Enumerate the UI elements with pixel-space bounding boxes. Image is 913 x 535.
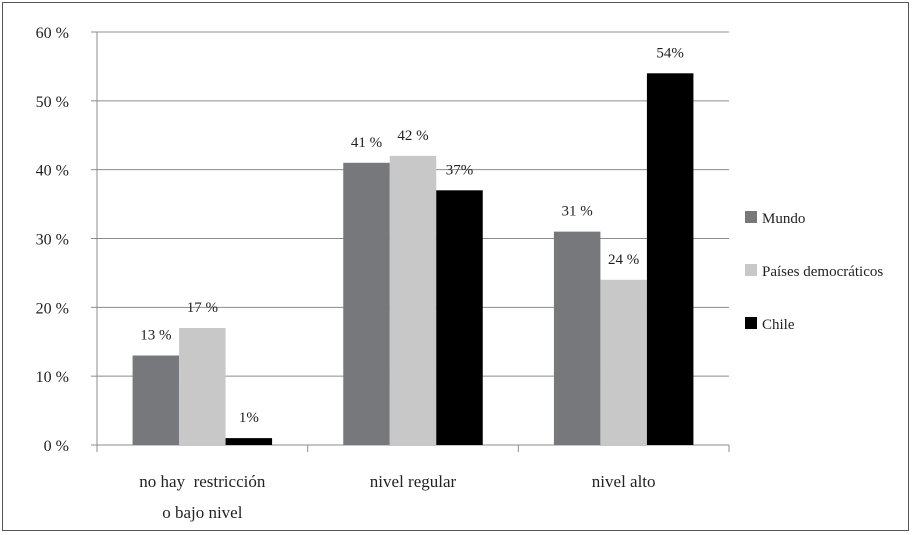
x-category-label: nivel regular <box>370 472 457 491</box>
bar <box>553 231 601 445</box>
data-label: 24 % <box>608 252 639 268</box>
y-tick-label: 60 % <box>36 25 69 42</box>
y-tick-label: 20 % <box>36 300 69 317</box>
y-tick-label: 0 % <box>44 438 69 455</box>
bar <box>600 279 647 445</box>
bar <box>646 73 694 446</box>
data-label: 42 % <box>397 128 428 144</box>
x-category-label: o bajo nivel <box>162 503 243 522</box>
data-label: 54% <box>656 45 684 61</box>
bar <box>389 155 437 445</box>
y-tick-label: 30 % <box>36 232 69 249</box>
legend-swatch <box>745 211 757 223</box>
x-category-label: no hay restricción <box>139 472 266 491</box>
data-label: 41 % <box>351 135 382 151</box>
bar <box>132 355 180 445</box>
data-label: 13 % <box>140 328 171 344</box>
data-label: 37% <box>446 162 474 178</box>
bar <box>179 327 226 445</box>
legend-label: Mundo <box>762 211 805 227</box>
bar <box>343 162 390 446</box>
data-label: 17 % <box>187 300 218 316</box>
y-tick-label: 40 % <box>36 163 69 180</box>
data-label: 1% <box>239 410 259 426</box>
x-category-label: nivel alto <box>592 472 656 491</box>
legend-label: Chile <box>762 317 795 333</box>
y-tick-label: 10 % <box>36 369 69 386</box>
legend-swatch <box>745 264 757 276</box>
legend-label: Países democráticos <box>762 264 883 280</box>
data-label: 31 % <box>562 204 593 220</box>
bar <box>225 438 273 445</box>
y-tick-label: 50 % <box>36 94 69 111</box>
legend-swatch <box>745 317 757 329</box>
bar <box>436 190 483 445</box>
